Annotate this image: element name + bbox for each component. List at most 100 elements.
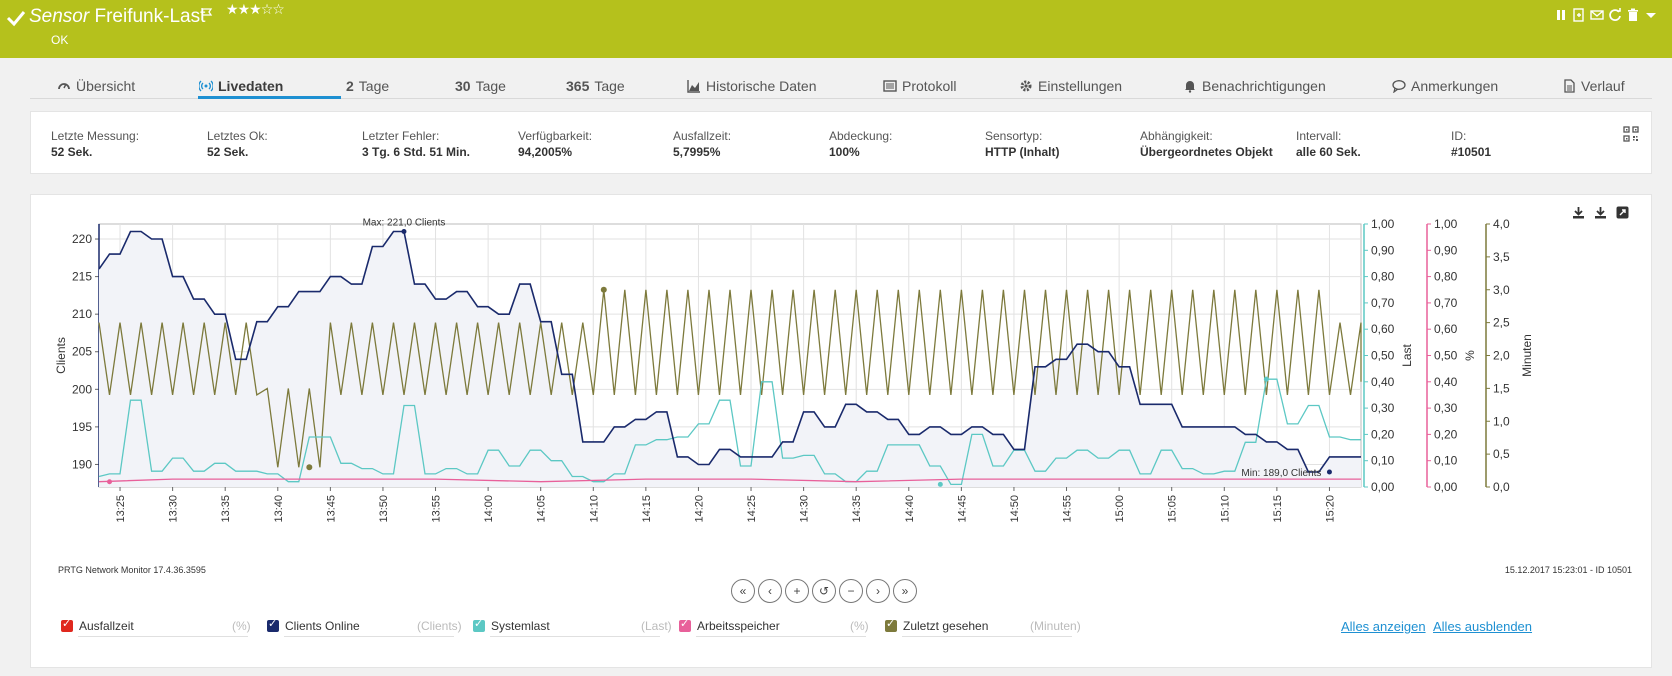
mail-icon[interactable]: [1590, 8, 1604, 22]
info-value: alle 60 Sek.: [1296, 145, 1361, 159]
tab-2-days[interactable]: 2 Tage: [346, 78, 389, 94]
legend-divider: [78, 636, 248, 637]
legend-label: Clients Online: [285, 619, 360, 633]
legend-item-last-seen[interactable]: Zuletzt gesehen (Minuten): [885, 617, 1081, 633]
y-axis-label: Last: [1400, 343, 1414, 366]
x-tick-label: 13:40: [273, 495, 285, 523]
flag-icon[interactable]: [200, 7, 214, 21]
show-all-link[interactable]: Alles anzeigen: [1341, 619, 1426, 634]
info-key: Sensortyp:: [985, 129, 1043, 143]
qr-code-icon[interactable]: [1623, 126, 1639, 142]
last-seen-marker: [306, 464, 313, 471]
y-tick-label: 0,10: [1434, 454, 1458, 468]
star-icon[interactable]: ★: [237, 1, 251, 17]
timestamp-info: 15.12.2017 15:23:01 - ID 10501: [1504, 565, 1632, 575]
download-icon[interactable]: [1594, 206, 1607, 219]
info-key: Letzter Fehler:: [362, 129, 440, 143]
tab-365-days[interactable]: 365 Tage: [566, 78, 625, 94]
zoom-in-button[interactable]: +: [785, 579, 809, 603]
header-toolbar: [1554, 8, 1658, 22]
legend-unit: (%): [850, 619, 869, 633]
x-tick-label: 14:25: [746, 495, 758, 523]
refresh-icon[interactable]: [1608, 8, 1622, 22]
y-tick-label: 1,0: [1493, 414, 1510, 428]
clients-area: [99, 231, 1361, 487]
y-tick-label: 190: [72, 457, 92, 471]
x-tick-label: 15:00: [1114, 495, 1126, 523]
x-tick-label: 14:40: [904, 495, 916, 523]
expand-icon[interactable]: [1616, 206, 1629, 219]
tab-historic-data[interactable]: Historische Daten: [687, 78, 817, 94]
legend-label: Arbeitsspeicher: [697, 619, 780, 633]
info-key: Intervall:: [1296, 129, 1342, 143]
info-value[interactable]: Übergeordnetes Objekt: [1140, 145, 1273, 159]
y-axis-label: Clients: [54, 337, 68, 374]
chart-navigation: « ‹ + ↺ − › »: [731, 579, 917, 603]
dropdown-icon[interactable]: [1644, 8, 1658, 22]
y-tick-label: 0,00: [1371, 480, 1395, 494]
max-marker: [401, 229, 407, 235]
info-availability: Verfügbarkeit: 94,2005%: [518, 128, 592, 160]
tab-30-days[interactable]: 30 Tage: [455, 78, 506, 94]
y-tick-label: 0,5: [1493, 447, 1510, 461]
y-axis-label: Minuten: [1520, 334, 1534, 377]
hide-all-link[interactable]: Alles ausblenden: [1433, 619, 1533, 634]
tab-label: Tage: [475, 78, 506, 94]
y-tick-label: 0,90: [1434, 243, 1458, 257]
tab-num: 2: [346, 78, 354, 94]
x-tick-label: 14:45: [956, 495, 968, 523]
checkbox-icon[interactable]: [679, 617, 691, 632]
tab-log[interactable]: Protokoll: [883, 78, 956, 94]
star-icon[interactable]: ★: [249, 1, 262, 17]
version-info: PRTG Network Monitor 17.4.36.3595: [58, 565, 206, 575]
nav-last-button[interactable]: »: [893, 579, 917, 603]
tab-history[interactable]: Verlauf: [1562, 78, 1625, 94]
legend-item-clients-online[interactable]: Clients Online (Clients): [267, 617, 462, 633]
nav-first-button[interactable]: «: [731, 579, 755, 603]
legend-item-system-load[interactable]: Systemlast (Last): [473, 617, 672, 633]
y-tick-label: 2,5: [1493, 316, 1510, 330]
info-key: Letzte Messung:: [51, 129, 140, 143]
x-tick-label: 14:00: [483, 495, 495, 523]
tab-overview[interactable]: Übersicht: [57, 78, 135, 94]
x-tick-label: 13:30: [168, 495, 180, 523]
tab-settings[interactable]: Einstellungen: [1019, 78, 1122, 94]
y-tick-label: 0,40: [1371, 375, 1395, 389]
y-tick-label: 0,40: [1434, 375, 1458, 389]
y-tick-label: 0,90: [1371, 243, 1395, 257]
x-tick-label: 14:10: [588, 495, 600, 523]
legend-divider: [696, 636, 866, 637]
info-value: 100%: [829, 145, 860, 159]
legend-item-memory[interactable]: Arbeitsspeicher (%): [679, 617, 869, 633]
nav-prev-button[interactable]: ‹: [758, 579, 782, 603]
tab-comments[interactable]: Anmerkungen: [1392, 78, 1498, 94]
star-icon[interactable]: ★: [226, 1, 239, 17]
checkbox-icon[interactable]: [473, 617, 485, 632]
priority-stars[interactable]: ★★★☆☆: [226, 1, 285, 18]
y-tick-label: 3,0: [1493, 283, 1510, 297]
info-key: Abhängigkeit:: [1140, 129, 1213, 143]
info-id: ID: #10501: [1451, 128, 1491, 160]
tab-live-data[interactable]: Livedaten: [199, 78, 283, 94]
y-tick-label: 215: [72, 270, 92, 284]
star-icon[interactable]: ☆: [260, 1, 274, 17]
checkbox-icon[interactable]: [61, 617, 73, 632]
status-text: OK: [51, 33, 69, 47]
trash-icon[interactable]: [1626, 8, 1640, 22]
nav-next-button[interactable]: ›: [866, 579, 890, 603]
x-tick-label: 13:45: [325, 495, 337, 523]
legend-item-downtime[interactable]: Ausfallzeit (%): [61, 617, 251, 633]
sensor-type-label: Sensor: [29, 6, 90, 27]
reset-zoom-button[interactable]: ↺: [812, 579, 836, 603]
clone-icon[interactable]: [1572, 8, 1586, 22]
tab-label: Verlauf: [1581, 78, 1625, 94]
live-data-chart[interactable]: 13:25 13:30 13:35 13:40 13:45 13:50 13:55 14:00…: [31, 195, 1651, 565]
checkbox-icon[interactable]: [267, 617, 279, 632]
tab-notifications[interactable]: Benachrichtigungen: [1183, 78, 1326, 94]
zoom-out-button[interactable]: −: [839, 579, 863, 603]
info-key: Verfügbarkeit:: [518, 129, 593, 143]
star-icon[interactable]: ☆: [272, 1, 285, 17]
download-icon[interactable]: [1572, 206, 1585, 219]
pause-icon[interactable]: [1554, 8, 1568, 22]
checkbox-icon[interactable]: [885, 617, 897, 632]
